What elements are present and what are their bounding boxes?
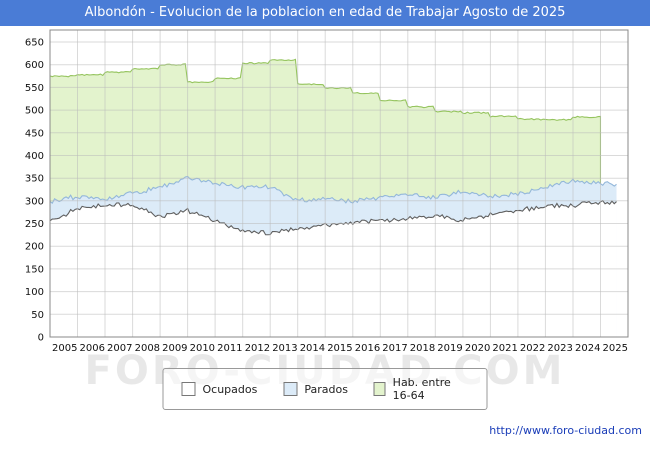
- svg-text:2020: 2020: [465, 343, 490, 354]
- svg-text:650: 650: [25, 38, 44, 49]
- svg-text:0: 0: [38, 333, 44, 344]
- page-title: Albondón - Evolucion de la poblacion en …: [84, 5, 566, 20]
- svg-text:2008: 2008: [135, 343, 160, 354]
- footer-link[interactable]: http://www.foro-ciudad.com: [489, 424, 642, 437]
- svg-text:2007: 2007: [107, 343, 132, 354]
- svg-text:450: 450: [25, 128, 44, 139]
- svg-text:250: 250: [25, 219, 44, 230]
- series-line-hab1664: [49, 58, 602, 337]
- legend-swatch-hab-16-64: [373, 382, 386, 396]
- svg-text:2018: 2018: [410, 343, 435, 354]
- svg-text:50: 50: [31, 310, 44, 321]
- x-axis-labels: 2005 2006 2007 2008 2009 2010 2011 2012 2013 2014…: [52, 343, 628, 354]
- legend-label-ocupados: Ocupados: [202, 382, 258, 396]
- svg-text:2021: 2021: [492, 343, 517, 354]
- svg-text:2019: 2019: [437, 343, 462, 354]
- legend-swatch-parados: [283, 382, 298, 396]
- svg-text:2010: 2010: [190, 343, 215, 354]
- svg-text:2024: 2024: [575, 343, 600, 354]
- svg-text:2015: 2015: [327, 343, 352, 354]
- legend: Ocupados Parados Hab. entre 16-64: [162, 368, 488, 410]
- legend-label-hab-16-64: Hab. entre 16-64: [392, 376, 451, 402]
- svg-text:550: 550: [25, 83, 44, 94]
- legend-swatch-ocupados: [181, 382, 196, 396]
- svg-text:2006: 2006: [80, 343, 105, 354]
- svg-text:2022: 2022: [520, 343, 545, 354]
- svg-text:2005: 2005: [52, 343, 77, 354]
- svg-text:2017: 2017: [382, 343, 407, 354]
- svg-text:400: 400: [25, 151, 44, 162]
- svg-text:2016: 2016: [355, 343, 380, 354]
- svg-text:500: 500: [25, 106, 44, 117]
- svg-text:100: 100: [25, 287, 44, 298]
- svg-text:150: 150: [25, 264, 44, 275]
- svg-text:200: 200: [25, 242, 44, 253]
- legend-item-hab-16-64: Hab. entre 16-64: [373, 376, 469, 402]
- svg-text:300: 300: [25, 196, 44, 207]
- title-bar: Albondón - Evolucion de la poblacion en …: [0, 0, 650, 26]
- svg-text:2023: 2023: [547, 343, 572, 354]
- legend-item-parados: Parados: [283, 382, 348, 396]
- svg-text:2014: 2014: [300, 343, 325, 354]
- svg-text:2025: 2025: [603, 343, 628, 354]
- legend-label-parados: Parados: [304, 382, 348, 396]
- svg-text:2009: 2009: [162, 343, 187, 354]
- svg-text:350: 350: [25, 174, 44, 185]
- svg-text:600: 600: [25, 60, 44, 71]
- plot-border: [49, 29, 629, 338]
- series-line-parados: [49, 175, 617, 204]
- svg-text:2013: 2013: [272, 343, 297, 354]
- svg-text:2011: 2011: [217, 343, 242, 354]
- y-axis-labels: 0 50 100 150 200 250 300 350 400 450 500 550 600 650: [25, 38, 44, 344]
- svg-text:2012: 2012: [245, 343, 270, 354]
- legend-item-ocupados: Ocupados: [181, 382, 258, 396]
